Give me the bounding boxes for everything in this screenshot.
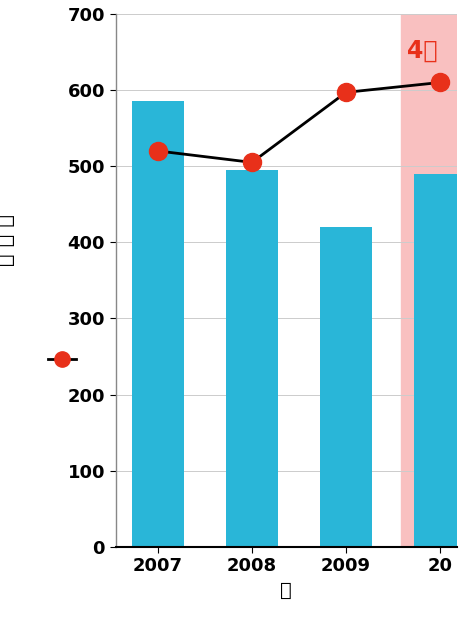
Text: 개 체 수: 개 체 수 [0, 214, 15, 266]
Bar [225, 170, 277, 547]
Bar [400, 14, 463, 547]
Legend:  [48, 353, 88, 368]
Y-axis label: 개 체 수: 개 체 수 [0, 631, 1, 632]
Bar [319, 227, 371, 547]
Bar [413, 174, 463, 547]
Text: 4다: 4다 [407, 39, 437, 63]
Bar [131, 102, 183, 547]
X-axis label: 연: 연 [280, 581, 292, 600]
